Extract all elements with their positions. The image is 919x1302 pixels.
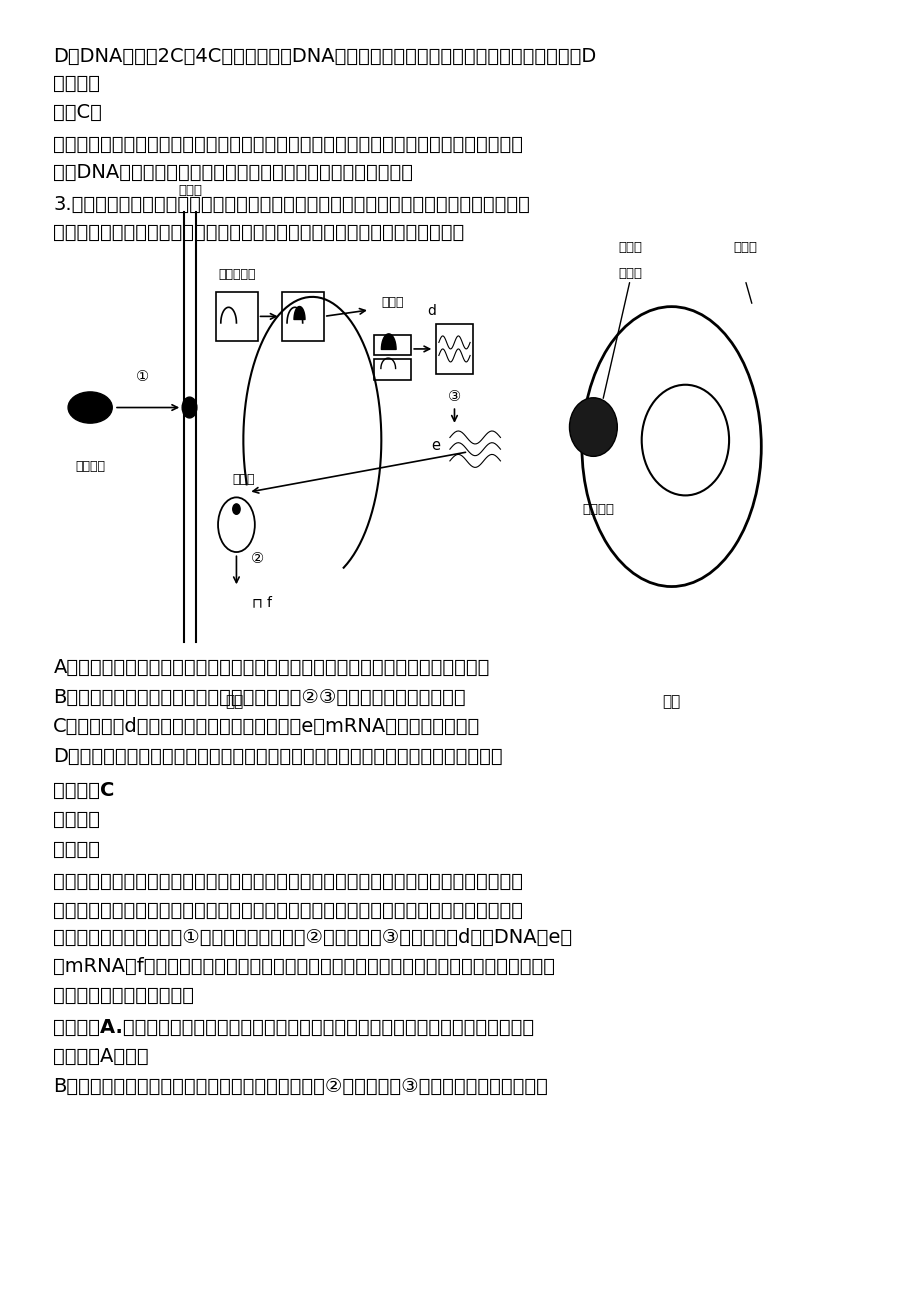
Text: ②: ② (251, 551, 264, 566)
Text: 【解析】: 【解析】 (53, 810, 100, 829)
Text: D、DNA含量由2C到4C的变化过程是DNA的复制，会发生基因突变但不会发生基因重组，D: D、DNA含量由2C到4C的变化过程是DNA的复制，会发生基因突变但不会发生基因… (53, 47, 596, 66)
Circle shape (233, 504, 240, 514)
Ellipse shape (581, 306, 761, 586)
Text: D．乙图可以反应细胞膜具有细胞间的信息交流的功能，图中的受体化学本质为糖蛋白: D．乙图可以反应细胞膜具有细胞间的信息交流的功能，图中的受体化学本质为糖蛋白 (53, 747, 503, 767)
Text: e: e (431, 437, 440, 453)
Text: 磷脂双分子层有关。图中①表示自由扩散进入，②表示翻译，③表示转录，d表示DNA，e表: 磷脂双分子层有关。图中①表示自由扩散进入，②表示翻译，③表示转录，d表示DNA，… (53, 928, 572, 948)
Text: 【答案】C: 【答案】C (53, 781, 115, 801)
Ellipse shape (68, 392, 112, 423)
Text: 核受体: 核受体 (381, 296, 403, 309)
Text: 分析图甲，某激素可以进入细胞内与胞内受体结合，从而影响核基因的表达。该激素可以表: 分析图甲，某激素可以进入细胞内与胞内受体结合，从而影响核基因的表达。该激素可以表 (53, 872, 523, 892)
Text: 核糖体: 核糖体 (233, 473, 255, 486)
Text: 程中DNA变化规律，通过分析题干和题图获取信息是解题的关键。: 程中DNA变化规律，通过分析题干和题图获取信息是解题的关键。 (53, 163, 413, 182)
Ellipse shape (641, 384, 729, 495)
Text: 某种激素: 某种激素 (75, 460, 105, 473)
Text: 细胞表: 细胞表 (618, 241, 641, 254)
Text: f: f (267, 596, 271, 609)
Circle shape (182, 397, 197, 418)
Text: 信号分子: 信号分子 (582, 503, 613, 516)
Text: 细胞膜: 细胞膜 (732, 241, 756, 254)
Text: 【分析】: 【分析】 (53, 840, 100, 859)
Text: 示脂溶性激素，如性激素，性激素可以以自由扩散的方式进入细胞，这与细胞膜的基本骨架: 示脂溶性激素，如性激素，性激素可以以自由扩散的方式进入细胞，这与细胞膜的基本骨架 (53, 901, 523, 921)
Text: 故选C。: 故选C。 (53, 103, 102, 122)
Text: 【点睛】本题结合曲线图考查有丝分裂和减数分裂的相关知识，识记有丝分裂和减数分裂过: 【点睛】本题结合曲线图考查有丝分裂和减数分裂的相关知识，识记有丝分裂和减数分裂过 (53, 135, 523, 155)
Text: 面受体: 面受体 (618, 267, 641, 280)
Text: 图甲: 图甲 (225, 694, 244, 710)
Text: 图乙: 图乙 (662, 694, 680, 710)
Text: ⊓: ⊓ (251, 596, 262, 609)
Text: 的受体化学本质为糖蛋白。: 的受体化学本质为糖蛋白。 (53, 986, 194, 1005)
Text: ①: ① (136, 368, 149, 384)
Text: 示mRNA，f表示蛋白质（多肽）。乙图可以反应细胞膜具有细胞间的信息交流的功能，图中: 示mRNA，f表示蛋白质（多肽）。乙图可以反应细胞膜具有细胞间的信息交流的功能，… (53, 957, 555, 976)
Text: A．甲图的激素可以表示性激素，以自由扩散的方式穿膜，与细胞膜的基本支架有关: A．甲图的激素可以表示性激素，以自由扩散的方式穿膜，与细胞膜的基本支架有关 (53, 658, 489, 677)
Text: C．甲图中的d基本骨架为独特的双螺旋结构，e为mRNA可作为翻译的模板: C．甲图中的d基本骨架为独特的双螺旋结构，e为mRNA可作为翻译的模板 (53, 717, 480, 737)
Text: 细胞膜: 细胞膜 (178, 184, 202, 197)
Text: 响细胞生物学功能的过程。下图表示两种细胞信号转导形式，有关叙述错误的是: 响细胞生物学功能的过程。下图表示两种细胞信号转导形式，有关叙述错误的是 (53, 223, 464, 242)
Text: ③: ③ (448, 389, 460, 405)
Text: 细胞质受体: 细胞质受体 (218, 268, 255, 281)
Text: B．甲图可说明信息分子可影响基因表达过程，其中②表示翻译，③表示转录，它们的碱基互: B．甲图可说明信息分子可影响基因表达过程，其中②表示翻译，③表示转录，它们的碱基… (53, 1077, 548, 1096)
Text: B．甲图可说明信息分子可影响基因表达过程，②③的碱基互补配对方式不同: B．甲图可说明信息分子可影响基因表达过程，②③的碱基互补配对方式不同 (53, 687, 466, 707)
Text: d: d (426, 303, 436, 318)
Text: 3.细胞信号转导是指细胞通过受体感受信息分子的刺激，经胞内信号转导系统转换，从而影: 3.细胞信号转导是指细胞通过受体感受信息分子的刺激，经胞内信号转导系统转换，从而… (53, 195, 529, 215)
Text: 【详解】A.性激素属于脂溶性激素，以自由扩散方式穿膜，与细胞膜的基本支架磷脂双分子: 【详解】A.性激素属于脂溶性激素，以自由扩散方式穿膜，与细胞膜的基本支架磷脂双分… (53, 1018, 534, 1038)
Ellipse shape (569, 398, 617, 456)
Text: 错误；。: 错误；。 (53, 74, 100, 94)
Text: 层有关，A正确；: 层有关，A正确； (53, 1047, 149, 1066)
